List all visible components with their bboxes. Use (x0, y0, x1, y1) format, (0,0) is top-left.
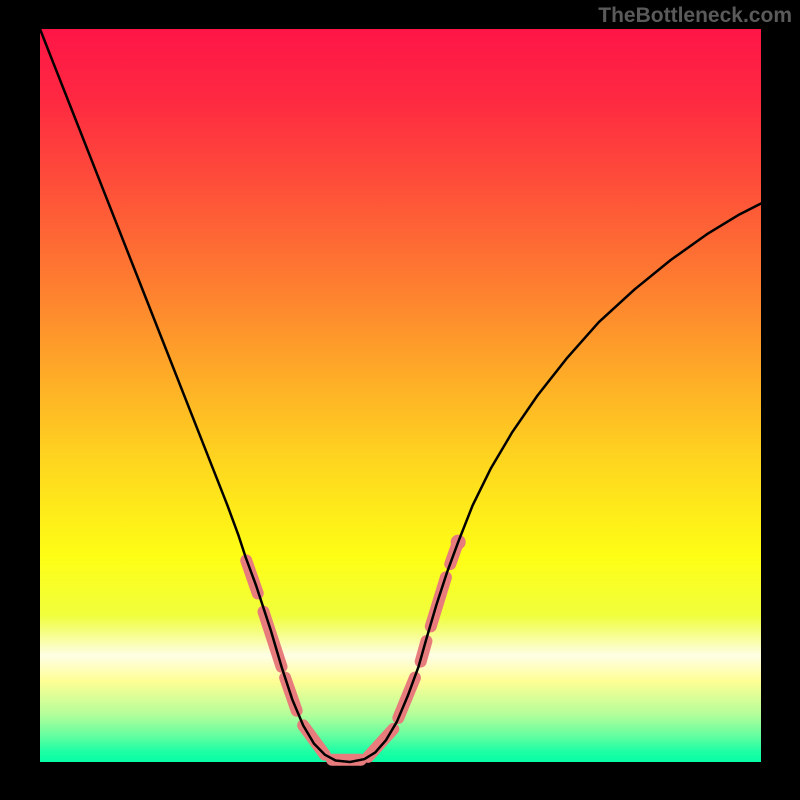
bottleneck-chart (0, 0, 800, 800)
watermark-text: TheBottleneck.com (598, 4, 792, 28)
plot-gradient-background (40, 29, 761, 762)
